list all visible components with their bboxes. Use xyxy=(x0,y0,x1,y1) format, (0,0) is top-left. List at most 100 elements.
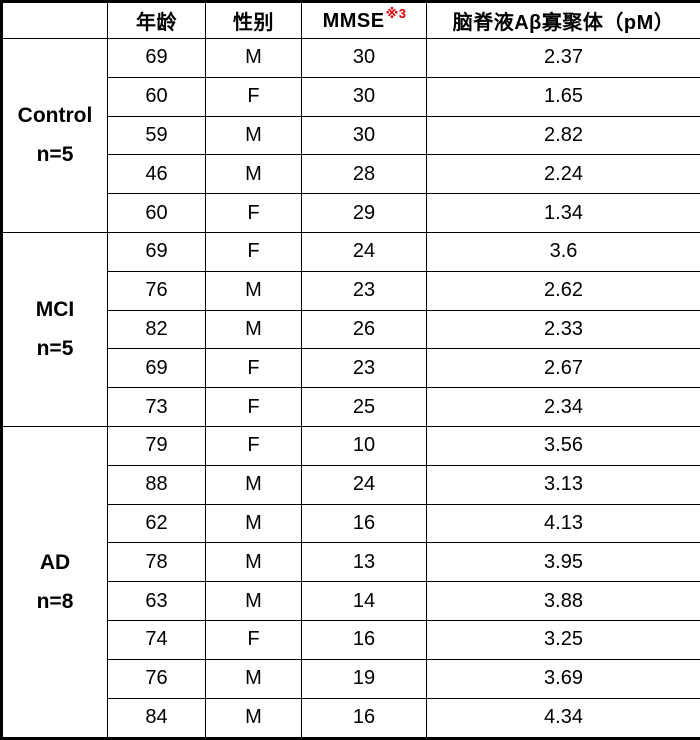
csf-cell: 2.67 xyxy=(426,348,700,389)
header-cell-age: 年龄 xyxy=(107,1,206,39)
mmse-cell: 25 xyxy=(301,387,427,427)
sex-cell: M xyxy=(205,309,302,350)
sex-cell: M xyxy=(205,154,302,195)
table-row: 69 F 23 2.67 xyxy=(2,348,700,389)
csf-cell: 2.82 xyxy=(426,115,700,156)
mmse-cell: 28 xyxy=(301,154,427,195)
sex-cell: F xyxy=(205,348,302,389)
header-cell-sex: 性别 xyxy=(205,1,302,39)
group-n: n=5 xyxy=(36,143,74,167)
mmse-cell: 16 xyxy=(301,619,427,660)
header-cell-group xyxy=(1,1,108,39)
sex-cell: F xyxy=(205,76,302,117)
mmse-cell: 19 xyxy=(301,658,427,699)
table-row: MCI n=5 69 F 24 3.6 xyxy=(1,231,700,427)
header-row: 年龄 性别 MMSE※3 脑脊液Aβ寡聚体（pM） xyxy=(1,1,700,39)
group-label-cell-mci: MCI n=5 xyxy=(1,231,108,427)
mmse-cell: 26 xyxy=(301,309,427,350)
mmse-footnote-ref: ※3 xyxy=(385,5,407,21)
mmse-cell: 30 xyxy=(301,76,427,117)
group-label-cell-ad: AD n=8 xyxy=(1,425,108,740)
age-cell: 78 xyxy=(107,542,206,583)
age-cell: 79 xyxy=(107,425,206,466)
age-cell: 69 xyxy=(107,38,206,78)
table-row: 82 M 26 2.33 xyxy=(2,309,700,350)
group-label-cell-control: Control n=5 xyxy=(1,38,108,233)
age-cell: 84 xyxy=(107,697,206,740)
age-cell: 82 xyxy=(107,309,206,350)
age-cell: 63 xyxy=(107,581,206,621)
sex-cell: M xyxy=(205,658,302,699)
sex-cell: M xyxy=(205,38,302,78)
csf-cell: 2.62 xyxy=(426,270,700,311)
sex-cell: F xyxy=(205,619,302,660)
mmse-cell: 23 xyxy=(301,348,427,389)
sex-cell: M xyxy=(205,581,302,621)
csf-cell: 3.6 xyxy=(426,231,700,272)
table-row: 63 M 14 3.88 xyxy=(2,581,700,621)
group-name: MCI xyxy=(35,298,75,322)
sex-cell: F xyxy=(205,425,302,466)
age-cell: 46 xyxy=(107,154,206,195)
csf-cell: 2.33 xyxy=(426,309,700,350)
age-cell: 62 xyxy=(107,503,206,544)
table-row: 62 M 16 4.13 xyxy=(2,503,700,544)
age-cell: 60 xyxy=(107,193,206,233)
csf-cell: 1.34 xyxy=(426,193,700,233)
csf-cell: 4.34 xyxy=(426,697,700,740)
csf-cell: 2.37 xyxy=(426,38,700,78)
mmse-cell: 10 xyxy=(301,425,427,466)
sex-cell: M xyxy=(205,503,302,544)
group-n: n=5 xyxy=(36,337,74,361)
sex-cell: F xyxy=(205,193,302,233)
table-row: Control n=5 69 M 30 2.37 xyxy=(1,38,700,233)
table-row: 76 M 19 3.69 xyxy=(2,658,700,699)
csf-cell: 3.88 xyxy=(426,581,700,621)
age-cell: 73 xyxy=(107,387,206,427)
group-n: n=8 xyxy=(36,589,74,613)
csf-cell: 1.65 xyxy=(426,76,700,117)
mmse-cell: 14 xyxy=(301,581,427,621)
csf-cell: 3.95 xyxy=(426,542,700,583)
mmse-cell: 24 xyxy=(301,231,427,272)
mmse-cell: 16 xyxy=(301,503,427,544)
table-row: 88 M 24 3.13 xyxy=(2,464,700,505)
table-row: 60 F 30 1.65 xyxy=(2,76,700,117)
age-cell: 76 xyxy=(107,270,206,311)
age-cell: 88 xyxy=(107,464,206,505)
table-row: 84 M 16 4.34 xyxy=(2,697,700,740)
sex-cell: M xyxy=(205,270,302,311)
age-cell: 69 xyxy=(107,231,206,272)
header-cell-mmse: MMSE※3 xyxy=(301,1,427,39)
csf-cell: 4.13 xyxy=(426,503,700,544)
group-name: AD xyxy=(39,550,71,574)
table-row: 73 F 25 2.34 xyxy=(2,387,700,427)
age-cell: 59 xyxy=(107,115,206,156)
table-row: 78 M 13 3.95 xyxy=(2,542,700,583)
group-name: Control xyxy=(17,104,93,128)
csf-cell: 2.24 xyxy=(426,154,700,195)
age-cell: 60 xyxy=(107,76,206,117)
csf-cell: 3.25 xyxy=(426,619,700,660)
table-row: 74 F 16 3.25 xyxy=(2,619,700,660)
csf-cell: 3.13 xyxy=(426,464,700,505)
csf-cell: 2.34 xyxy=(426,387,700,427)
mmse-cell: 30 xyxy=(301,115,427,156)
csf-cell: 3.56 xyxy=(426,425,700,466)
mmse-cell: 29 xyxy=(301,193,427,233)
age-cell: 69 xyxy=(107,348,206,389)
mmse-cell: 24 xyxy=(301,464,427,505)
table-row: 76 M 23 2.62 xyxy=(2,270,700,311)
sex-cell: M xyxy=(205,115,302,156)
sex-cell: F xyxy=(205,387,302,427)
mmse-cell: 13 xyxy=(301,542,427,583)
sex-cell: M xyxy=(205,464,302,505)
age-cell: 74 xyxy=(107,619,206,660)
sex-cell: M xyxy=(205,542,302,583)
mmse-label: MMSE xyxy=(322,10,385,33)
sex-cell: F xyxy=(205,231,302,272)
table-row: AD n=8 79 F 10 3.56 xyxy=(1,425,700,740)
mmse-cell: 16 xyxy=(301,697,427,740)
